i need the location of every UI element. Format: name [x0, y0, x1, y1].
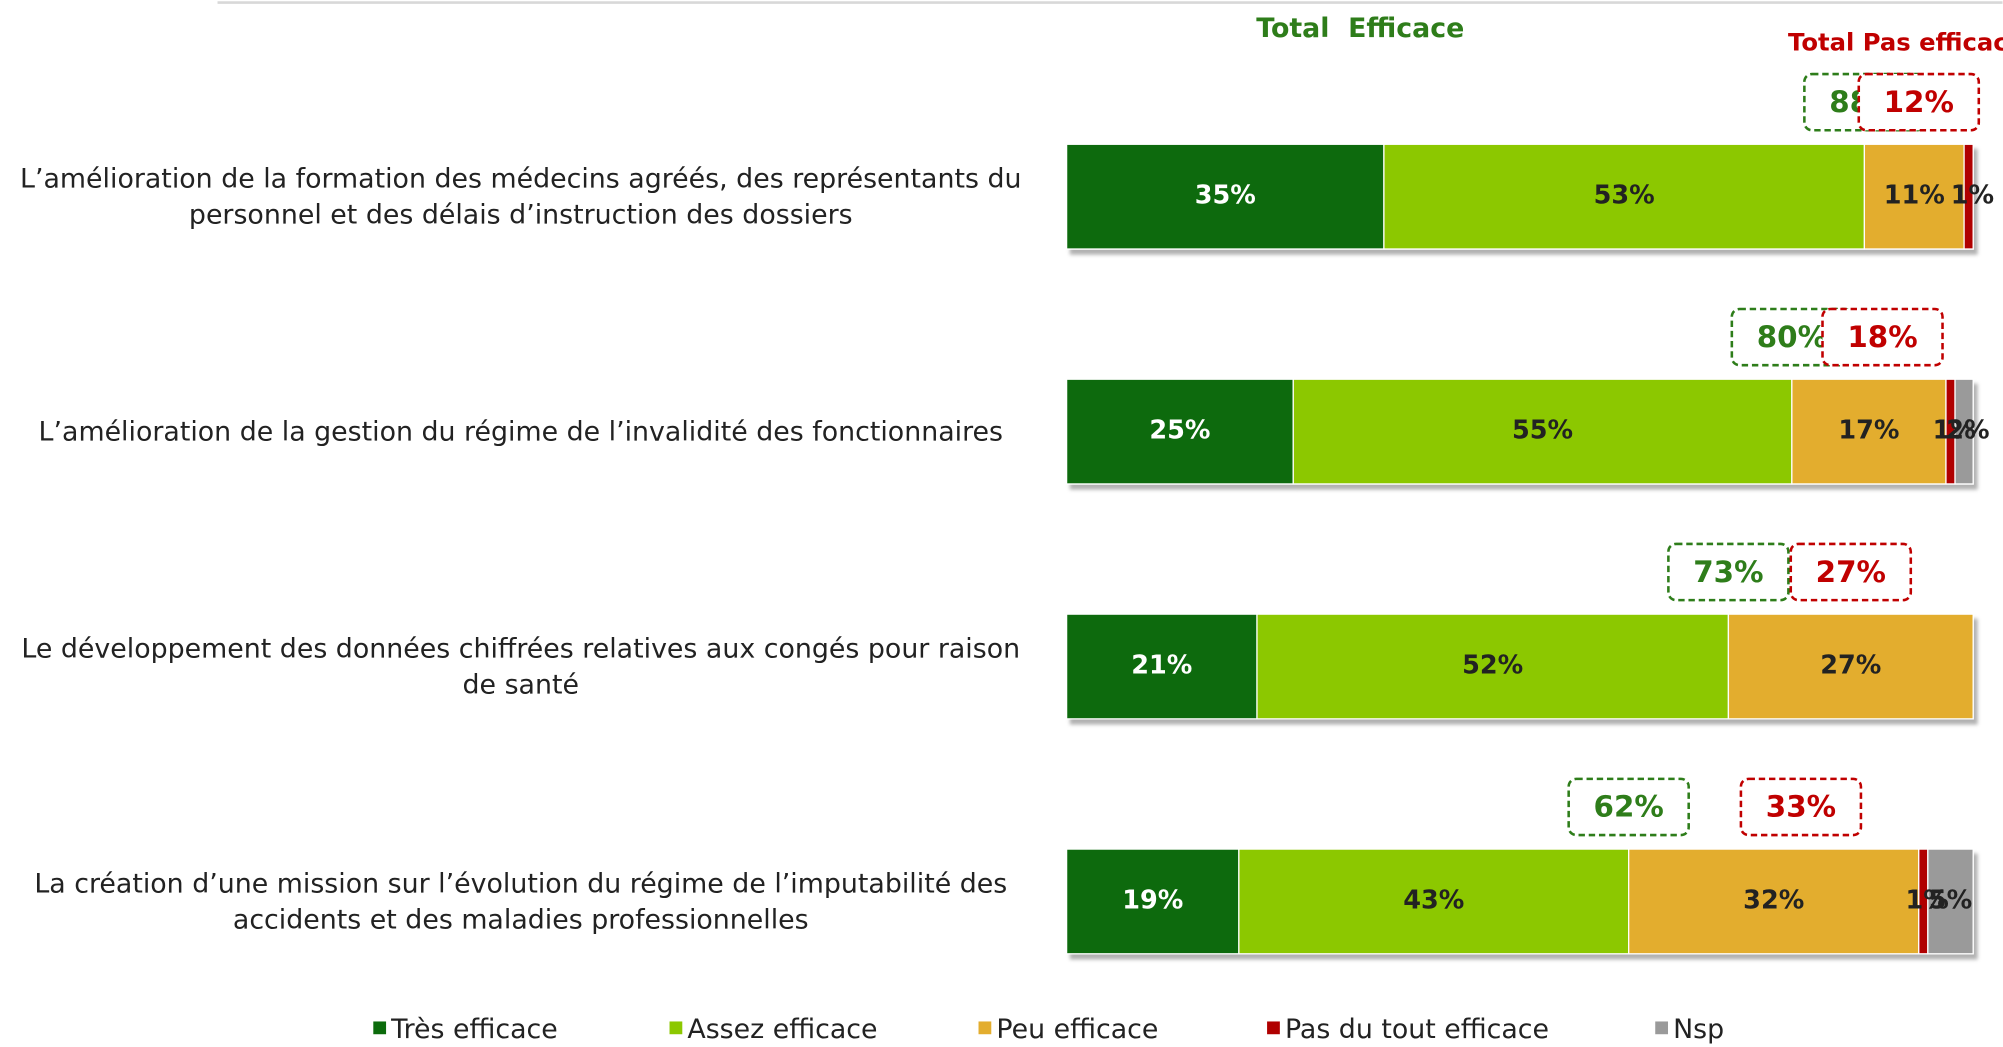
- category-label: L’amélioration de la gestion du régime d…: [38, 416, 1003, 447]
- data-label: 35%: [1195, 181, 1256, 211]
- bar-segment: [1954, 378, 1974, 485]
- total-box: [1567, 777, 1690, 837]
- bar-segment: [1927, 848, 1974, 955]
- total-label: 33%: [1766, 790, 1836, 824]
- total-header: Total Pas efficace: [1788, 27, 2003, 56]
- data-label: 11%: [1884, 181, 1945, 211]
- bar-segment: [1065, 143, 1385, 250]
- total-label: 18%: [1847, 320, 1917, 354]
- total-box: [1821, 307, 1944, 367]
- bar-segment: [1256, 613, 1730, 720]
- total-box: [1739, 777, 1863, 837]
- bar-segment: [1065, 378, 1294, 485]
- data-label: 19%: [1122, 885, 1183, 915]
- legend-swatch: [669, 1021, 683, 1035]
- data-label: 21%: [1131, 651, 1192, 681]
- data-label: 43%: [1403, 885, 1464, 915]
- total-box: [1789, 542, 1913, 602]
- bar-group: [1065, 613, 1974, 720]
- data-label: 25%: [1149, 416, 1210, 446]
- data-label: 1%: [1951, 181, 1994, 211]
- legend-swatch: [373, 1021, 387, 1035]
- data-label: 52%: [1462, 651, 1523, 681]
- category-label-box: Le développement des données chiffrées r…: [21, 633, 1021, 700]
- data-label: 17%: [1838, 416, 1899, 446]
- bar-segment: [1383, 143, 1866, 250]
- bar-group: [1065, 378, 1974, 485]
- bar-segment: [1292, 378, 1793, 485]
- total-box: [1857, 72, 1981, 132]
- category-label-box: L’amélioration de la gestion du régime d…: [38, 416, 1003, 447]
- category-label: Le développement des données chiffrées r…: [21, 633, 1021, 700]
- category-label-box: La création d’une mission sur l’évolutio…: [34, 868, 1008, 935]
- bar-segment: [1963, 143, 1974, 250]
- legend-swatch: [1267, 1021, 1280, 1035]
- total-label: 27%: [1816, 555, 1886, 589]
- legend-label: Nsp: [1673, 1014, 1724, 1045]
- legend-label: Peu efficace: [996, 1014, 1158, 1045]
- bar-segment: [1863, 143, 1965, 250]
- legend-swatch: [978, 1021, 992, 1035]
- data-label: 53%: [1594, 181, 1655, 211]
- data-label: 27%: [1820, 651, 1881, 681]
- total-label: 62%: [1594, 790, 1664, 824]
- data-label: 1%: [1905, 885, 1948, 915]
- data-label: 32%: [1743, 885, 1804, 915]
- total-box: [1667, 542, 1790, 602]
- data-label: 1%: [1933, 416, 1976, 446]
- total-label: 12%: [1884, 85, 1954, 119]
- total-header: Total Efficace: [1256, 13, 1464, 44]
- bar-group: [1065, 143, 1974, 250]
- legend-swatch: [1655, 1021, 1669, 1035]
- legend-label: Pas du tout efficace: [1285, 1014, 1549, 1045]
- bar-group: [1065, 848, 1974, 955]
- bar-segment: [1791, 378, 1947, 485]
- category-label: La création d’une mission sur l’évolutio…: [34, 868, 1008, 935]
- data-label: 2%: [1946, 416, 1989, 446]
- total-label: 80%: [1757, 320, 1827, 354]
- bar-segment: [1065, 848, 1240, 955]
- data-label: 55%: [1512, 416, 1573, 446]
- total-label: 73%: [1693, 555, 1763, 589]
- legend-label: Très efficace: [390, 1014, 558, 1045]
- category-label-box: L’amélioration de la formation des médec…: [20, 163, 1022, 230]
- bar-segment: [1628, 848, 1920, 955]
- bar-segment: [1065, 613, 1258, 720]
- bar-segment: [1727, 613, 1974, 720]
- legend-label: Assez efficace: [687, 1014, 877, 1045]
- data-label: 5%: [1929, 885, 1972, 915]
- bar-segment: [1238, 848, 1630, 955]
- category-label: L’amélioration de la formation des médec…: [20, 163, 1022, 230]
